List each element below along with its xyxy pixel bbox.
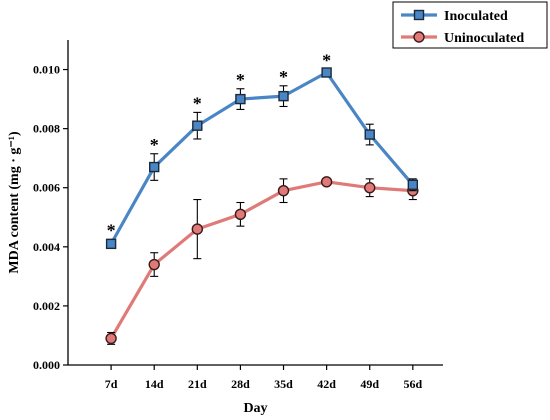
legend: Inoculated Uninoculated	[392, 1, 548, 49]
y-tick-label: 0.000	[33, 358, 60, 372]
series-line	[109, 180, 413, 340]
x-tick-label: 7d	[105, 377, 118, 391]
legend-item: Inoculated	[401, 9, 508, 24]
data-point	[149, 161, 160, 173]
legend-marker	[413, 9, 425, 21]
x-tick-label: 56d	[403, 377, 422, 391]
data-point	[191, 223, 204, 235]
y-tick-label: 0.008	[33, 122, 60, 136]
data-point	[364, 182, 376, 194]
data-point	[105, 238, 117, 250]
data-point	[320, 176, 333, 188]
axes: 0.000 0.002 0.004 0.006 0.008 0.010 7d 14d 21d 28…	[33, 40, 443, 391]
series-uninoculated	[105, 176, 419, 345]
series-inoculated: * * * * * *	[105, 51, 419, 250]
significance-star: *	[279, 67, 288, 87]
x-tick-label: 21d	[188, 377, 207, 391]
series-layer: * * * * * *	[105, 51, 419, 345]
y-tick-label: 0.004	[33, 240, 60, 254]
significance-star: *	[107, 220, 116, 240]
data-point	[234, 208, 247, 221]
data-point	[407, 179, 419, 190]
legend-label: Uninoculated	[444, 31, 524, 46]
y-tick-label: 0.006	[33, 181, 60, 195]
data-point	[278, 90, 289, 102]
x-tick-label: 42d	[317, 377, 336, 391]
x-tick-label: 49d	[360, 377, 379, 391]
y-tick-label: 0.010	[33, 63, 60, 77]
x-tick-label: 28d	[231, 377, 250, 391]
significance-star: *	[236, 70, 245, 90]
legend-marker	[413, 31, 425, 43]
data-point	[364, 129, 375, 140]
x-tick-label: 14d	[145, 377, 164, 391]
significance-star: *	[193, 93, 202, 113]
data-point	[192, 120, 203, 131]
data-point	[321, 67, 332, 78]
y-tick-label: 0.002	[33, 299, 60, 313]
series-line	[109, 70, 415, 245]
x-axis-title: Day	[243, 401, 267, 416]
legend-label: Inoculated	[444, 9, 508, 24]
data-point	[105, 332, 117, 345]
significance-star: *	[322, 51, 331, 71]
y-axis-title: MDA content (mg · g⁻¹)	[7, 131, 22, 274]
data-point	[235, 93, 246, 105]
data-point	[148, 258, 160, 271]
x-tick-label: 35d	[274, 377, 293, 391]
significance-star: *	[150, 135, 159, 155]
data-point	[277, 184, 290, 197]
legend-item: Uninoculated	[401, 31, 524, 46]
